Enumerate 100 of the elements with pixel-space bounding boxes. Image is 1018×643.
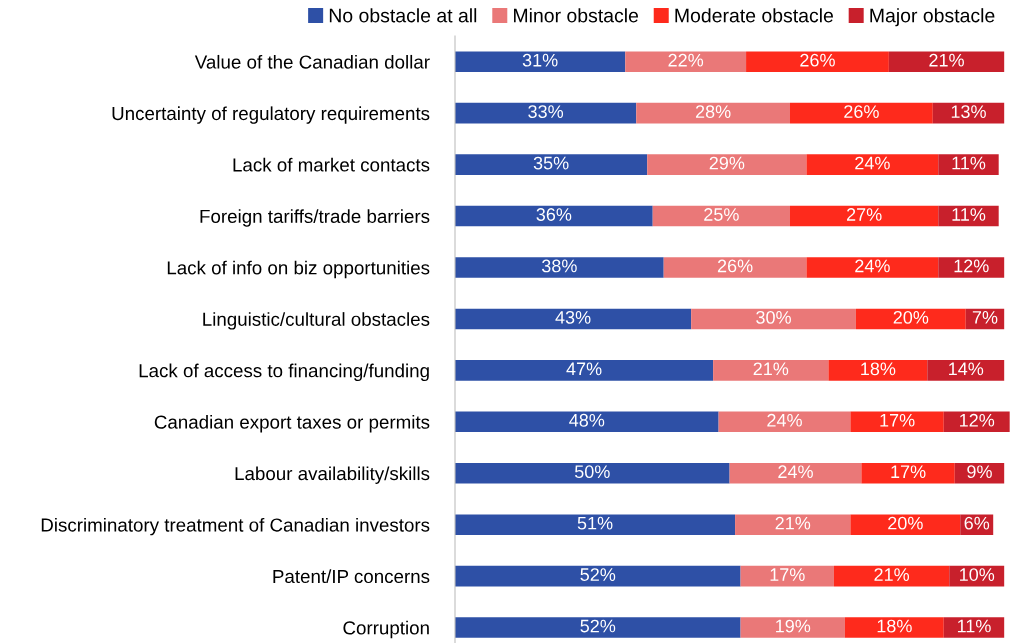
bar — [636, 102, 790, 124]
y-tick-label: Lack of info on biz opportunities — [167, 260, 430, 279]
data-label: 28% — [695, 105, 731, 119]
data-label: 13% — [951, 105, 986, 119]
bar — [455, 360, 714, 381]
bar — [861, 462, 955, 484]
y-tick-label: Foreign tariffs/trade barriers — [200, 209, 430, 227]
data-label: 17% — [770, 568, 805, 581]
bar — [740, 617, 845, 638]
y-tick-label: Linguistic/cultural obstacles — [203, 312, 430, 330]
data-label: 26% — [844, 105, 879, 119]
data-label: 18% — [861, 362, 896, 376]
data-label: 11% — [957, 619, 991, 633]
data-label: 24% — [855, 259, 890, 273]
data-label: 26% — [717, 259, 753, 273]
data-label: 19% — [776, 619, 811, 633]
data-label: 52% — [580, 619, 616, 633]
bar — [647, 154, 807, 175]
bar — [735, 514, 851, 535]
bar — [455, 51, 626, 73]
legend-label: Major obstacle — [870, 8, 995, 27]
bar — [806, 154, 939, 175]
bar — [850, 411, 944, 433]
y-tick-label: Value of the Canadian dollar — [194, 54, 430, 69]
y-tick-label: Patent/IP concerns — [273, 569, 430, 584]
data-label: 17% — [891, 465, 926, 479]
bar — [713, 360, 829, 381]
y-tick-label: Discriminatory treatment of Canadian investors — [41, 517, 430, 536]
bar — [888, 51, 1005, 73]
y-tick-label: Lack of market contacts — [233, 157, 430, 172]
bar — [790, 102, 933, 124]
data-label: 20% — [893, 310, 929, 324]
bar — [850, 514, 961, 535]
data-label: 10% — [960, 568, 995, 581]
data-label: 21% — [775, 516, 811, 530]
bar — [691, 308, 856, 330]
bar — [844, 617, 944, 638]
data-label: 35% — [533, 156, 569, 170]
bar — [927, 360, 1005, 381]
data-label: 12% — [960, 413, 995, 427]
bar — [855, 308, 966, 330]
bar — [833, 565, 950, 587]
bar — [790, 205, 939, 227]
y-tick-label: Labour availability/skills — [235, 466, 430, 484]
bar — [938, 257, 1005, 278]
data-label: 50% — [574, 465, 610, 479]
data-label: 11% — [952, 208, 986, 221]
bar — [729, 462, 862, 484]
data-label: 24% — [767, 413, 802, 427]
data-label: 29% — [709, 156, 745, 170]
bar — [828, 360, 928, 381]
bar — [455, 257, 664, 278]
y-tick-label: Canadian export taxes or permits — [154, 415, 430, 433]
data-label: 24% — [778, 465, 813, 479]
data-label: 47% — [566, 362, 602, 376]
bar — [652, 205, 790, 227]
data-label: 36% — [536, 208, 572, 221]
bar — [455, 617, 741, 638]
bar — [718, 411, 851, 433]
y-tick-label: Corruption — [343, 620, 429, 639]
bar — [938, 154, 999, 175]
data-label: 52% — [580, 568, 616, 581]
data-label: 33% — [528, 105, 564, 119]
bar — [625, 51, 747, 73]
data-label: 9% — [967, 465, 992, 479]
bar — [954, 462, 1005, 484]
data-label: 6% — [964, 516, 990, 530]
data-label: 17% — [880, 413, 915, 427]
data-label: 27% — [846, 208, 882, 221]
legend-label: Moderate obstacle — [675, 8, 833, 23]
data-label: 7% — [972, 311, 998, 324]
bar — [455, 565, 741, 587]
data-label: 25% — [704, 208, 739, 221]
data-label: 48% — [569, 413, 605, 427]
data-label: 20% — [888, 516, 923, 530]
bar — [455, 462, 730, 484]
data-label: 21% — [929, 53, 964, 67]
bar — [455, 308, 692, 330]
data-label: 51% — [577, 516, 613, 530]
data-label: 38% — [541, 259, 577, 273]
bar — [943, 617, 1005, 638]
data-label: 22% — [668, 53, 704, 67]
data-label: 21% — [874, 568, 910, 581]
data-label: 21% — [753, 362, 789, 376]
bar — [455, 411, 719, 433]
data-label: 14% — [949, 362, 984, 376]
bar — [806, 257, 939, 278]
data-label: 11% — [952, 156, 986, 170]
bar — [455, 154, 648, 175]
data-label: 12% — [954, 259, 989, 273]
legend-label: Minor obstacle — [514, 8, 639, 23]
bar — [663, 257, 807, 278]
bar — [740, 565, 834, 587]
y-tick-label: Lack of access to financing/funding — [139, 363, 429, 382]
bar — [455, 102, 637, 124]
data-label: 18% — [877, 619, 912, 633]
data-label: 30% — [756, 310, 791, 324]
legend-label: No obstacle at all — [329, 8, 477, 23]
data-label: 43% — [555, 310, 591, 324]
bar — [455, 205, 653, 227]
